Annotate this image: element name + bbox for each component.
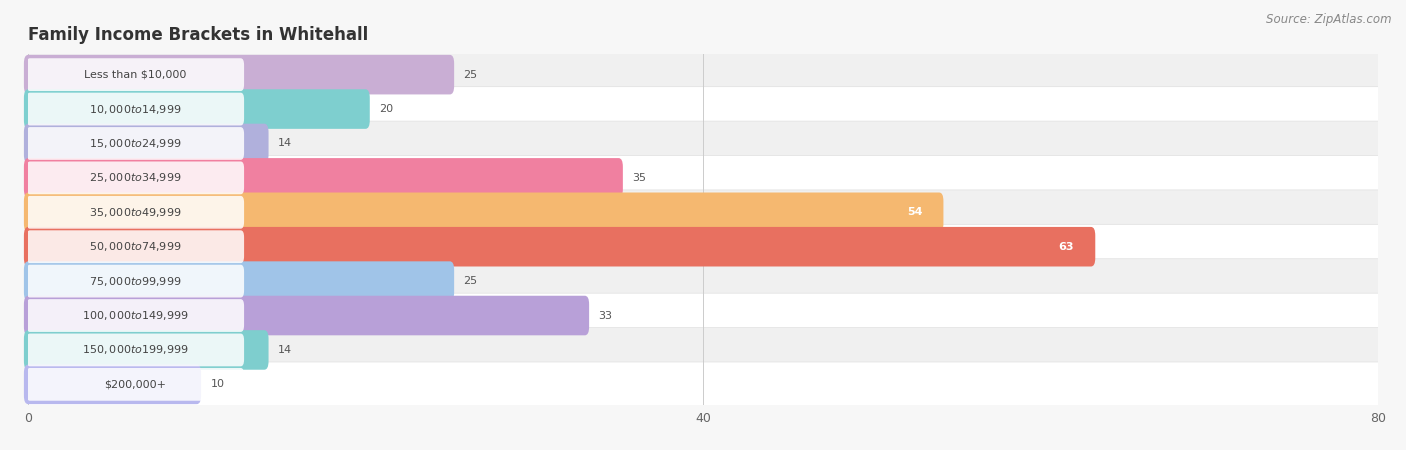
Text: 33: 33: [599, 310, 613, 320]
FancyBboxPatch shape: [27, 93, 245, 126]
FancyBboxPatch shape: [27, 196, 245, 229]
FancyBboxPatch shape: [24, 124, 269, 163]
FancyBboxPatch shape: [25, 52, 1381, 97]
FancyBboxPatch shape: [27, 127, 245, 160]
FancyBboxPatch shape: [27, 230, 245, 263]
Text: $15,000 to $24,999: $15,000 to $24,999: [89, 137, 181, 150]
FancyBboxPatch shape: [25, 225, 1381, 269]
Text: $150,000 to $199,999: $150,000 to $199,999: [82, 343, 188, 356]
FancyBboxPatch shape: [24, 227, 1095, 266]
Text: 14: 14: [278, 345, 292, 355]
FancyBboxPatch shape: [24, 261, 454, 301]
FancyBboxPatch shape: [24, 364, 201, 404]
FancyBboxPatch shape: [24, 193, 943, 232]
Text: 25: 25: [464, 276, 478, 286]
Text: Source: ZipAtlas.com: Source: ZipAtlas.com: [1267, 14, 1392, 27]
FancyBboxPatch shape: [25, 156, 1381, 200]
Text: 25: 25: [464, 70, 478, 80]
FancyBboxPatch shape: [25, 190, 1381, 234]
Text: 14: 14: [278, 139, 292, 148]
Text: Family Income Brackets in Whitehall: Family Income Brackets in Whitehall: [28, 26, 368, 44]
Text: Less than $10,000: Less than $10,000: [84, 70, 187, 80]
FancyBboxPatch shape: [27, 333, 245, 366]
Text: $50,000 to $74,999: $50,000 to $74,999: [89, 240, 181, 253]
Text: 20: 20: [380, 104, 394, 114]
FancyBboxPatch shape: [25, 362, 1381, 407]
FancyBboxPatch shape: [25, 259, 1381, 303]
FancyBboxPatch shape: [27, 299, 245, 332]
Text: $200,000+: $200,000+: [104, 379, 166, 389]
FancyBboxPatch shape: [27, 368, 245, 401]
FancyBboxPatch shape: [25, 328, 1381, 372]
FancyBboxPatch shape: [25, 293, 1381, 338]
FancyBboxPatch shape: [24, 55, 454, 94]
FancyBboxPatch shape: [24, 89, 370, 129]
FancyBboxPatch shape: [27, 162, 245, 194]
Text: $25,000 to $34,999: $25,000 to $34,999: [89, 171, 181, 184]
Text: 54: 54: [907, 207, 922, 217]
FancyBboxPatch shape: [24, 158, 623, 198]
FancyBboxPatch shape: [25, 87, 1381, 131]
FancyBboxPatch shape: [25, 121, 1381, 166]
Text: $75,000 to $99,999: $75,000 to $99,999: [89, 274, 181, 288]
Text: $35,000 to $49,999: $35,000 to $49,999: [89, 206, 181, 219]
FancyBboxPatch shape: [27, 58, 245, 91]
Text: 35: 35: [633, 173, 647, 183]
Text: $10,000 to $14,999: $10,000 to $14,999: [89, 103, 181, 116]
FancyBboxPatch shape: [24, 330, 269, 370]
Text: $100,000 to $149,999: $100,000 to $149,999: [82, 309, 188, 322]
FancyBboxPatch shape: [27, 265, 245, 297]
Text: 63: 63: [1059, 242, 1074, 252]
Text: 10: 10: [211, 379, 225, 389]
FancyBboxPatch shape: [24, 296, 589, 335]
